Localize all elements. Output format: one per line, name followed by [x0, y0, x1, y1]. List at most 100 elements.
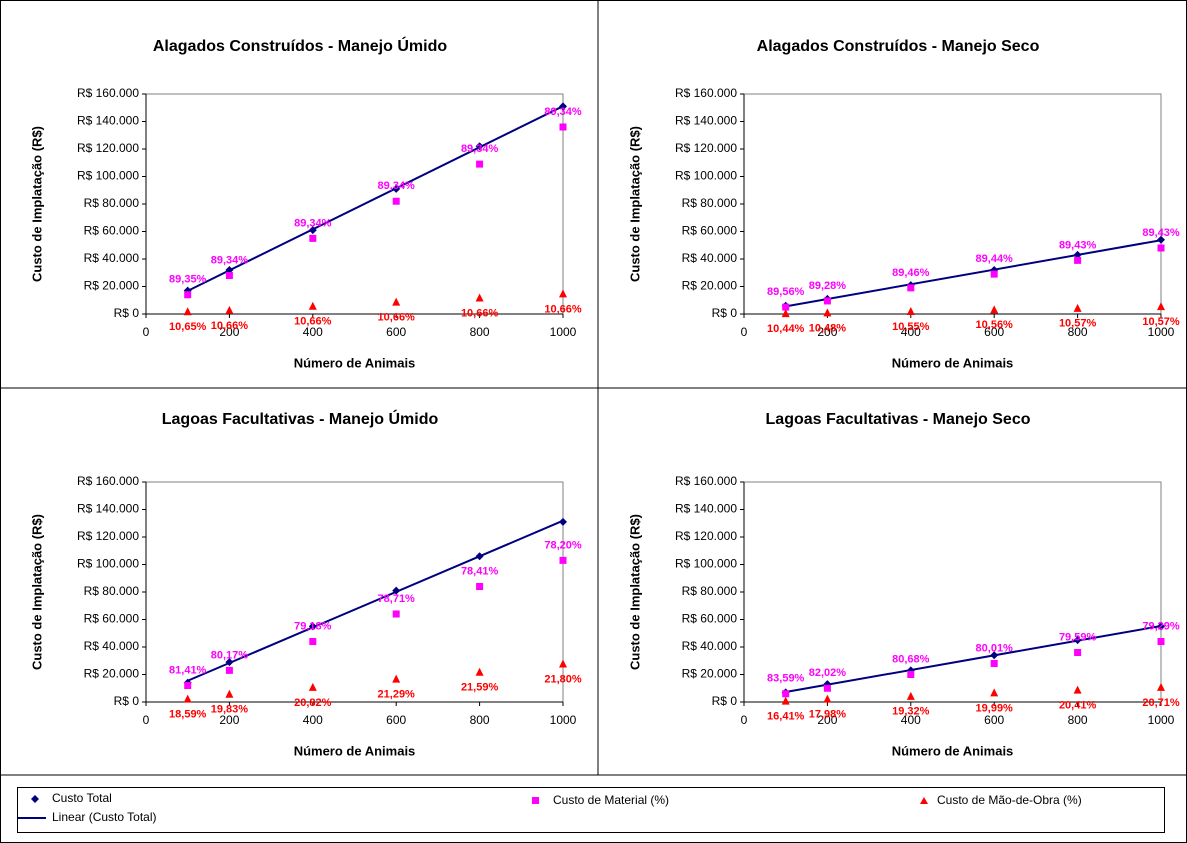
- point: [392, 610, 400, 618]
- point-label: 10,57%: [1142, 316, 1180, 328]
- point-label: 16,41%: [767, 711, 805, 723]
- point-label: 10,66%: [211, 320, 249, 332]
- point: [559, 289, 567, 298]
- point-label: 79,29%: [1142, 620, 1180, 632]
- point: [392, 184, 401, 193]
- y-tick-label: R$ 120.000: [77, 141, 139, 155]
- y-tick-label: R$ 0: [712, 306, 738, 320]
- point: [225, 658, 234, 667]
- trend-line: [187, 105, 564, 292]
- point: [559, 556, 567, 564]
- y-tick-label: R$ 100.000: [675, 557, 737, 571]
- point-label: 20,41%: [1059, 700, 1097, 712]
- point: [823, 297, 831, 305]
- point: [823, 694, 832, 703]
- y-tick-label: R$ 40.000: [682, 639, 738, 653]
- x-tick-label: 400: [901, 325, 921, 339]
- legend-label: Linear (Custo Total): [52, 810, 157, 824]
- point: [475, 552, 484, 561]
- plot-area: [743, 93, 1162, 315]
- x-tick-label: 800: [470, 713, 490, 727]
- point-label: 18,59%: [169, 708, 207, 720]
- point-label: 20,82%: [294, 697, 332, 709]
- plot-area: [743, 481, 1162, 703]
- point-label: 21,59%: [461, 682, 499, 694]
- point: [183, 307, 192, 316]
- chart-title: Lagoas Facultativas - Manejo Seco: [766, 411, 1031, 428]
- y-tick-label: R$ 20.000: [84, 279, 140, 293]
- x-axis-title: Número de Animais: [892, 355, 1014, 370]
- legend-marker: [31, 795, 39, 803]
- point-label: 10,55%: [892, 321, 930, 333]
- y-axis-title: Custo de Implatação (R$): [29, 126, 44, 282]
- point: [392, 674, 401, 683]
- point-label: 10,65%: [169, 321, 207, 333]
- point-label: 89,35%: [169, 274, 207, 286]
- y-tick-label: R$ 100.000: [77, 169, 139, 183]
- legend-label: Custo de Mão-de-Obra (%): [937, 793, 1082, 807]
- x-tick-label: 400: [303, 713, 323, 727]
- y-tick-label: R$ 160.000: [675, 474, 737, 488]
- x-tick-label: 1000: [1148, 325, 1175, 339]
- trend-line: [785, 239, 1162, 308]
- point-label: 89,34%: [461, 143, 499, 155]
- point: [990, 651, 999, 660]
- y-tick-label: R$ 80.000: [682, 584, 738, 598]
- point: [907, 671, 915, 678]
- legend-marker: [920, 797, 928, 804]
- y-tick-label: R$ 160.000: [77, 474, 139, 488]
- legend-marker: [532, 797, 539, 804]
- x-axis-title: Número de Animais: [294, 743, 416, 758]
- point: [309, 234, 317, 242]
- point: [225, 272, 233, 279]
- point: [1074, 256, 1082, 264]
- y-tick-label: R$ 140.000: [675, 502, 737, 516]
- point-label: 17,98%: [809, 708, 847, 720]
- point: [1157, 638, 1165, 645]
- point-label: 89,34%: [378, 180, 416, 192]
- trend-line: [785, 625, 1162, 693]
- point: [1157, 682, 1165, 691]
- y-tick-label: R$ 60.000: [84, 612, 140, 626]
- legend-label: Custo de Material (%): [553, 793, 669, 807]
- x-tick-label: 600: [386, 325, 406, 339]
- point: [476, 583, 484, 590]
- point: [990, 660, 998, 667]
- y-axis-title: Custo de Implatação (R$): [627, 126, 642, 282]
- point-label: 89,34%: [211, 254, 249, 266]
- y-tick-label: R$ 160.000: [77, 86, 139, 100]
- point: [225, 666, 233, 674]
- point: [559, 659, 567, 668]
- y-tick-label: R$ 40.000: [84, 251, 140, 265]
- y-tick-label: R$ 140.000: [77, 114, 139, 128]
- point-label: 10,44%: [767, 323, 805, 335]
- y-tick-label: R$ 140.000: [675, 114, 737, 128]
- point: [184, 291, 192, 299]
- x-tick-label: 600: [984, 325, 1004, 339]
- y-tick-label: R$ 40.000: [682, 251, 738, 265]
- point-label: 80,68%: [892, 653, 930, 665]
- point-label: 81,41%: [169, 664, 207, 676]
- y-tick-label: R$ 0: [114, 306, 140, 320]
- point: [392, 197, 400, 205]
- point-label: 89,44%: [976, 253, 1014, 265]
- x-tick-label: 800: [470, 325, 490, 339]
- point: [559, 102, 567, 111]
- y-axis-title: Custo de Implatação (R$): [29, 514, 44, 670]
- y-tick-label: R$ 160.000: [675, 86, 737, 100]
- point: [906, 691, 915, 700]
- y-tick-label: R$ 60.000: [84, 224, 140, 238]
- point-label: 21,29%: [378, 689, 416, 701]
- point: [559, 123, 567, 131]
- point-label: 82,02%: [809, 667, 847, 679]
- point: [225, 689, 234, 698]
- point: [225, 305, 234, 314]
- point-label: 10,66%: [294, 316, 332, 328]
- point-label: 10,56%: [976, 319, 1014, 331]
- point-label: 78,20%: [544, 539, 582, 551]
- x-tick-label: 1000: [1148, 713, 1175, 727]
- plot-area: [145, 481, 564, 703]
- point: [906, 306, 915, 315]
- point-label: 83,59%: [767, 673, 805, 685]
